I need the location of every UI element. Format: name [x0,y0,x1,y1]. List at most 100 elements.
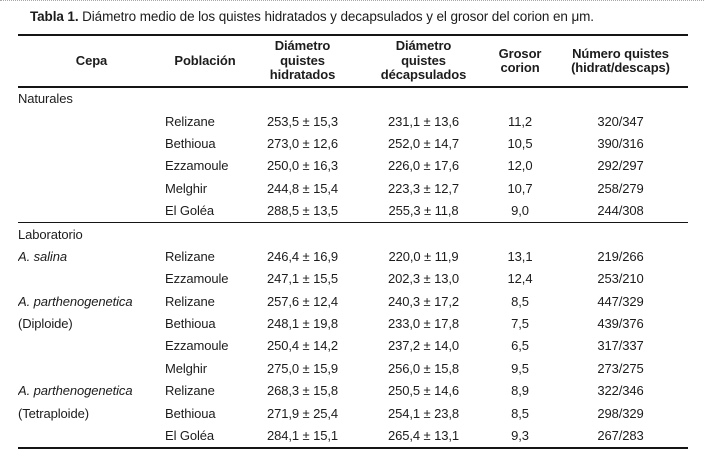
cell-cepa: A. parthenogenetica [18,293,133,309]
column-header-poblacion: Población [174,52,236,68]
cell-grosor-corion [487,87,553,110]
cell-poblacion: Bethioua [165,135,216,151]
cell-cepa: A. parthenogenetica [18,383,133,399]
cell-cepa [18,155,165,177]
cell-diam-hidratados: 253,5 ± 15,3 [267,113,338,129]
cell-poblacion: Bethioua [165,405,216,421]
table-caption-label: Tabla 1. [30,9,79,24]
cell-grosor-corion: 10,5 [507,135,533,151]
cell-cepa: (Diploide) [18,316,73,332]
cell-poblacion: Melghir [165,180,207,196]
cell-numero-quistes [553,87,688,110]
table-row: Naturales [18,87,688,110]
cell-grosor-corion: 12,4 [507,271,533,287]
cell-diam-hidratados: 250,4 ± 14,2 [267,338,338,354]
cell-numero-quistes: 439/376 [597,316,644,332]
cell-diam-decapsulados: 240,3 ± 17,2 [388,293,459,309]
cell-poblacion: Relizane [165,383,215,399]
table-row: A. salina Relizane 246,4 ± 16,9 220,0 ± 11,… [18,246,688,268]
cell-numero-quistes: 273/275 [597,360,644,376]
cell-numero-quistes: 253/210 [597,271,644,287]
cell-grosor-corion: 7,5 [511,316,529,332]
cell-diam-hidratados: 250,0 ± 16,3 [267,158,338,174]
cell-poblacion: Ezzamoule [165,271,229,287]
cell-poblacion: Relizane [165,113,215,129]
cell-cepa [18,200,165,223]
table-row: A. parthenogenetica Relizane 257,6 ± 12,4 2… [18,291,688,313]
cell-diam-hidratados: 248,1 ± 19,8 [267,316,338,332]
cell-numero-quistes: 322/346 [597,383,644,399]
cell-numero-quistes: 244/308 [597,203,644,219]
cell-cepa [18,133,165,155]
cell-diam-hidratados: 246,4 ± 16,9 [267,248,338,264]
table-row: Ezzamoule 247,1 ± 15,5 202,3 ± 13,0 12,4 253… [18,268,688,290]
table-row: El Goléa 284,1 ± 15,1 265,4 ± 13,1 9,3 267/2… [18,425,688,448]
column-header-grosor-corion: Grosor corion [498,45,542,75]
cell-diam-decapsulados: 226,0 ± 17,6 [388,158,459,174]
cell-diam-hidratados: 288,5 ± 13,5 [267,203,338,219]
cell-diam-decapsulados [360,222,487,246]
cell-diam-hidratados: 247,1 ± 15,5 [267,271,338,287]
cell-grosor-corion: 9,5 [511,360,529,376]
cell-cepa: Naturales [18,91,73,107]
cell-numero-quistes: 267/283 [597,428,644,444]
table-caption-text: Diámetro medio de los quistes hidratados… [78,9,594,24]
cell-diam-decapsulados: 265,4 ± 13,1 [388,428,459,444]
table-row: Melghir 275,0 ± 15,9 256,0 ± 15,8 9,5 273/27… [18,358,688,380]
cell-cepa: A. salina [18,248,67,264]
cell-diam-hidratados: 271,9 ± 25,4 [267,405,338,421]
cell-grosor-corion: 8,5 [511,293,529,309]
cell-cepa [18,425,165,448]
cell-diam-hidratados [245,222,360,246]
cell-diam-decapsulados: 254,1 ± 23,8 [388,405,459,421]
cell-cepa [18,358,165,380]
table-row: Relizane 253,5 ± 15,3 231,1 ± 13,6 11,2 320/… [18,110,688,132]
table-row: Bethioua 273,0 ± 12,6 252,0 ± 14,7 10,5 390/… [18,133,688,155]
table-body: Naturales Relizane 253,5 ± 15,3 231,1 ± 13,… [18,87,688,448]
cell-numero-quistes: 298/329 [597,405,644,421]
cell-poblacion: Ezzamoule [165,158,229,174]
table-row: Ezzamoule 250,4 ± 14,2 237,2 ± 14,0 6,5 317/… [18,335,688,357]
cell-diam-decapsulados: 252,0 ± 14,7 [388,135,459,151]
cell-poblacion [165,222,245,246]
cell-diam-decapsulados: 255,3 ± 11,8 [388,203,459,219]
column-header-diam-hidratados: Diámetro quistes hidratados [269,38,336,83]
cell-cepa [18,335,165,357]
cell-numero-quistes: 317/337 [597,338,644,354]
table-caption: Tabla 1. Diámetro medio de los quistes h… [30,8,688,26]
cell-grosor-corion: 13,1 [507,248,533,264]
cell-diam-decapsulados: 237,2 ± 14,0 [388,338,459,354]
cell-diam-decapsulados [360,87,487,110]
data-table: Cepa Población Diámetro quistes hidratados… [18,34,688,450]
cell-diam-decapsulados: 233,0 ± 17,8 [388,316,459,332]
cell-numero-quistes: 390/316 [597,135,644,151]
cell-diam-decapsulados: 250,5 ± 14,6 [388,383,459,399]
cell-poblacion: Melghir [165,360,207,376]
cell-grosor-corion: 8,9 [511,383,529,399]
cell-poblacion: Relizane [165,248,215,264]
cell-diam-hidratados: 275,0 ± 15,9 [267,360,338,376]
cell-numero-quistes: 320/347 [597,113,644,129]
cell-diam-hidratados [245,87,360,110]
cell-grosor-corion: 6,5 [511,338,529,354]
cell-grosor-corion: 10,7 [507,180,533,196]
cell-cepa [18,268,165,290]
cell-numero-quistes: 447/329 [597,293,644,309]
table-row: Melghir 244,8 ± 15,4 223,3 ± 12,7 10,7 258/2… [18,178,688,200]
cell-diam-decapsulados: 202,3 ± 13,0 [388,271,459,287]
table-row: Ezzamoule 250,0 ± 16,3 226,0 ± 17,6 12,0 292… [18,155,688,177]
cell-grosor-corion: 9,0 [511,203,529,219]
cell-diam-hidratados: 284,1 ± 15,1 [267,428,338,444]
cell-grosor-corion: 12,0 [507,158,533,174]
column-header-cepa: Cepa [75,52,108,68]
cell-diam-hidratados: 257,6 ± 12,4 [267,293,338,309]
table-row: (Tetraploide) Bethioua 271,9 ± 25,4 254,1 ±… [18,402,688,424]
cell-grosor-corion: 8,5 [511,405,529,421]
cell-cepa: (Tetraploide) [18,405,89,421]
cell-diam-hidratados: 244,8 ± 15,4 [267,180,338,196]
cell-diam-decapsulados: 231,1 ± 13,6 [388,113,459,129]
table-row: Laboratorio [18,222,688,246]
cell-numero-quistes: 219/266 [597,248,644,264]
cell-cepa [18,110,165,132]
